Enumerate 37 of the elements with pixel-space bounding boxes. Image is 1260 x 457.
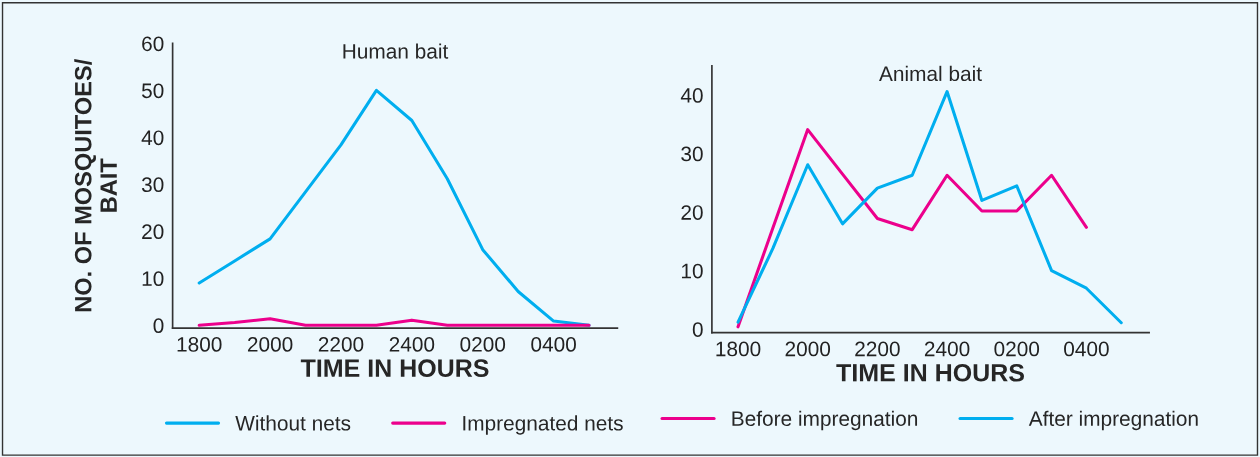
line-series <box>197 88 591 327</box>
line-series <box>736 90 1123 325</box>
y-tick-label: 10 <box>681 263 703 279</box>
y-tick-label: 0 <box>692 322 703 337</box>
y-tick-label: 40 <box>680 88 703 103</box>
y-tick-label: 60 <box>142 36 164 52</box>
y-axis-title: NO. OF MOSQUITOES/ BAIT <box>74 58 117 312</box>
y-tick-label: 30 <box>141 177 164 193</box>
x-tick-label: 0200 <box>460 337 506 352</box>
x-axis-title: TIME IN HOURS <box>300 359 489 378</box>
x-axis-title: TIME IN HOURS <box>836 363 1024 382</box>
x-tick-label: 0400 <box>1064 341 1109 357</box>
line-series <box>197 317 591 327</box>
x-tick-label: 2000 <box>785 341 831 357</box>
y-tick-label: 20 <box>142 224 164 240</box>
y-tick-label: 20 <box>681 205 703 220</box>
x-tick-label: 2200 <box>855 341 900 357</box>
y-tick-label: 10 <box>142 271 164 287</box>
y-tick-label: 0 <box>153 318 164 334</box>
x-tick-label: 0400 <box>531 337 576 352</box>
chart-title: Human bait <box>343 43 449 59</box>
legend-label: Before impregnation <box>732 410 918 431</box>
x-tick-label: 1800 <box>177 337 222 352</box>
line-series <box>736 128 1088 329</box>
legend-label: Impregnated nets <box>463 415 623 435</box>
chart-title: Animal bait <box>879 65 982 82</box>
y-tick-label: 30 <box>681 146 703 162</box>
y-tick-label: 50 <box>141 83 164 99</box>
legend-label: Without nets <box>235 415 351 431</box>
x-tick-label: 1800 <box>716 341 761 357</box>
x-tick-label: 2400 <box>389 337 435 352</box>
x-tick-label: 2200 <box>318 337 364 352</box>
x-tick-label: 0200 <box>994 341 1040 357</box>
legend-label: After impregnation <box>1028 410 1198 431</box>
x-tick-label: 2000 <box>247 337 293 352</box>
x-tick-label: 2400 <box>924 341 970 357</box>
y-tick-label: 40 <box>141 130 164 146</box>
